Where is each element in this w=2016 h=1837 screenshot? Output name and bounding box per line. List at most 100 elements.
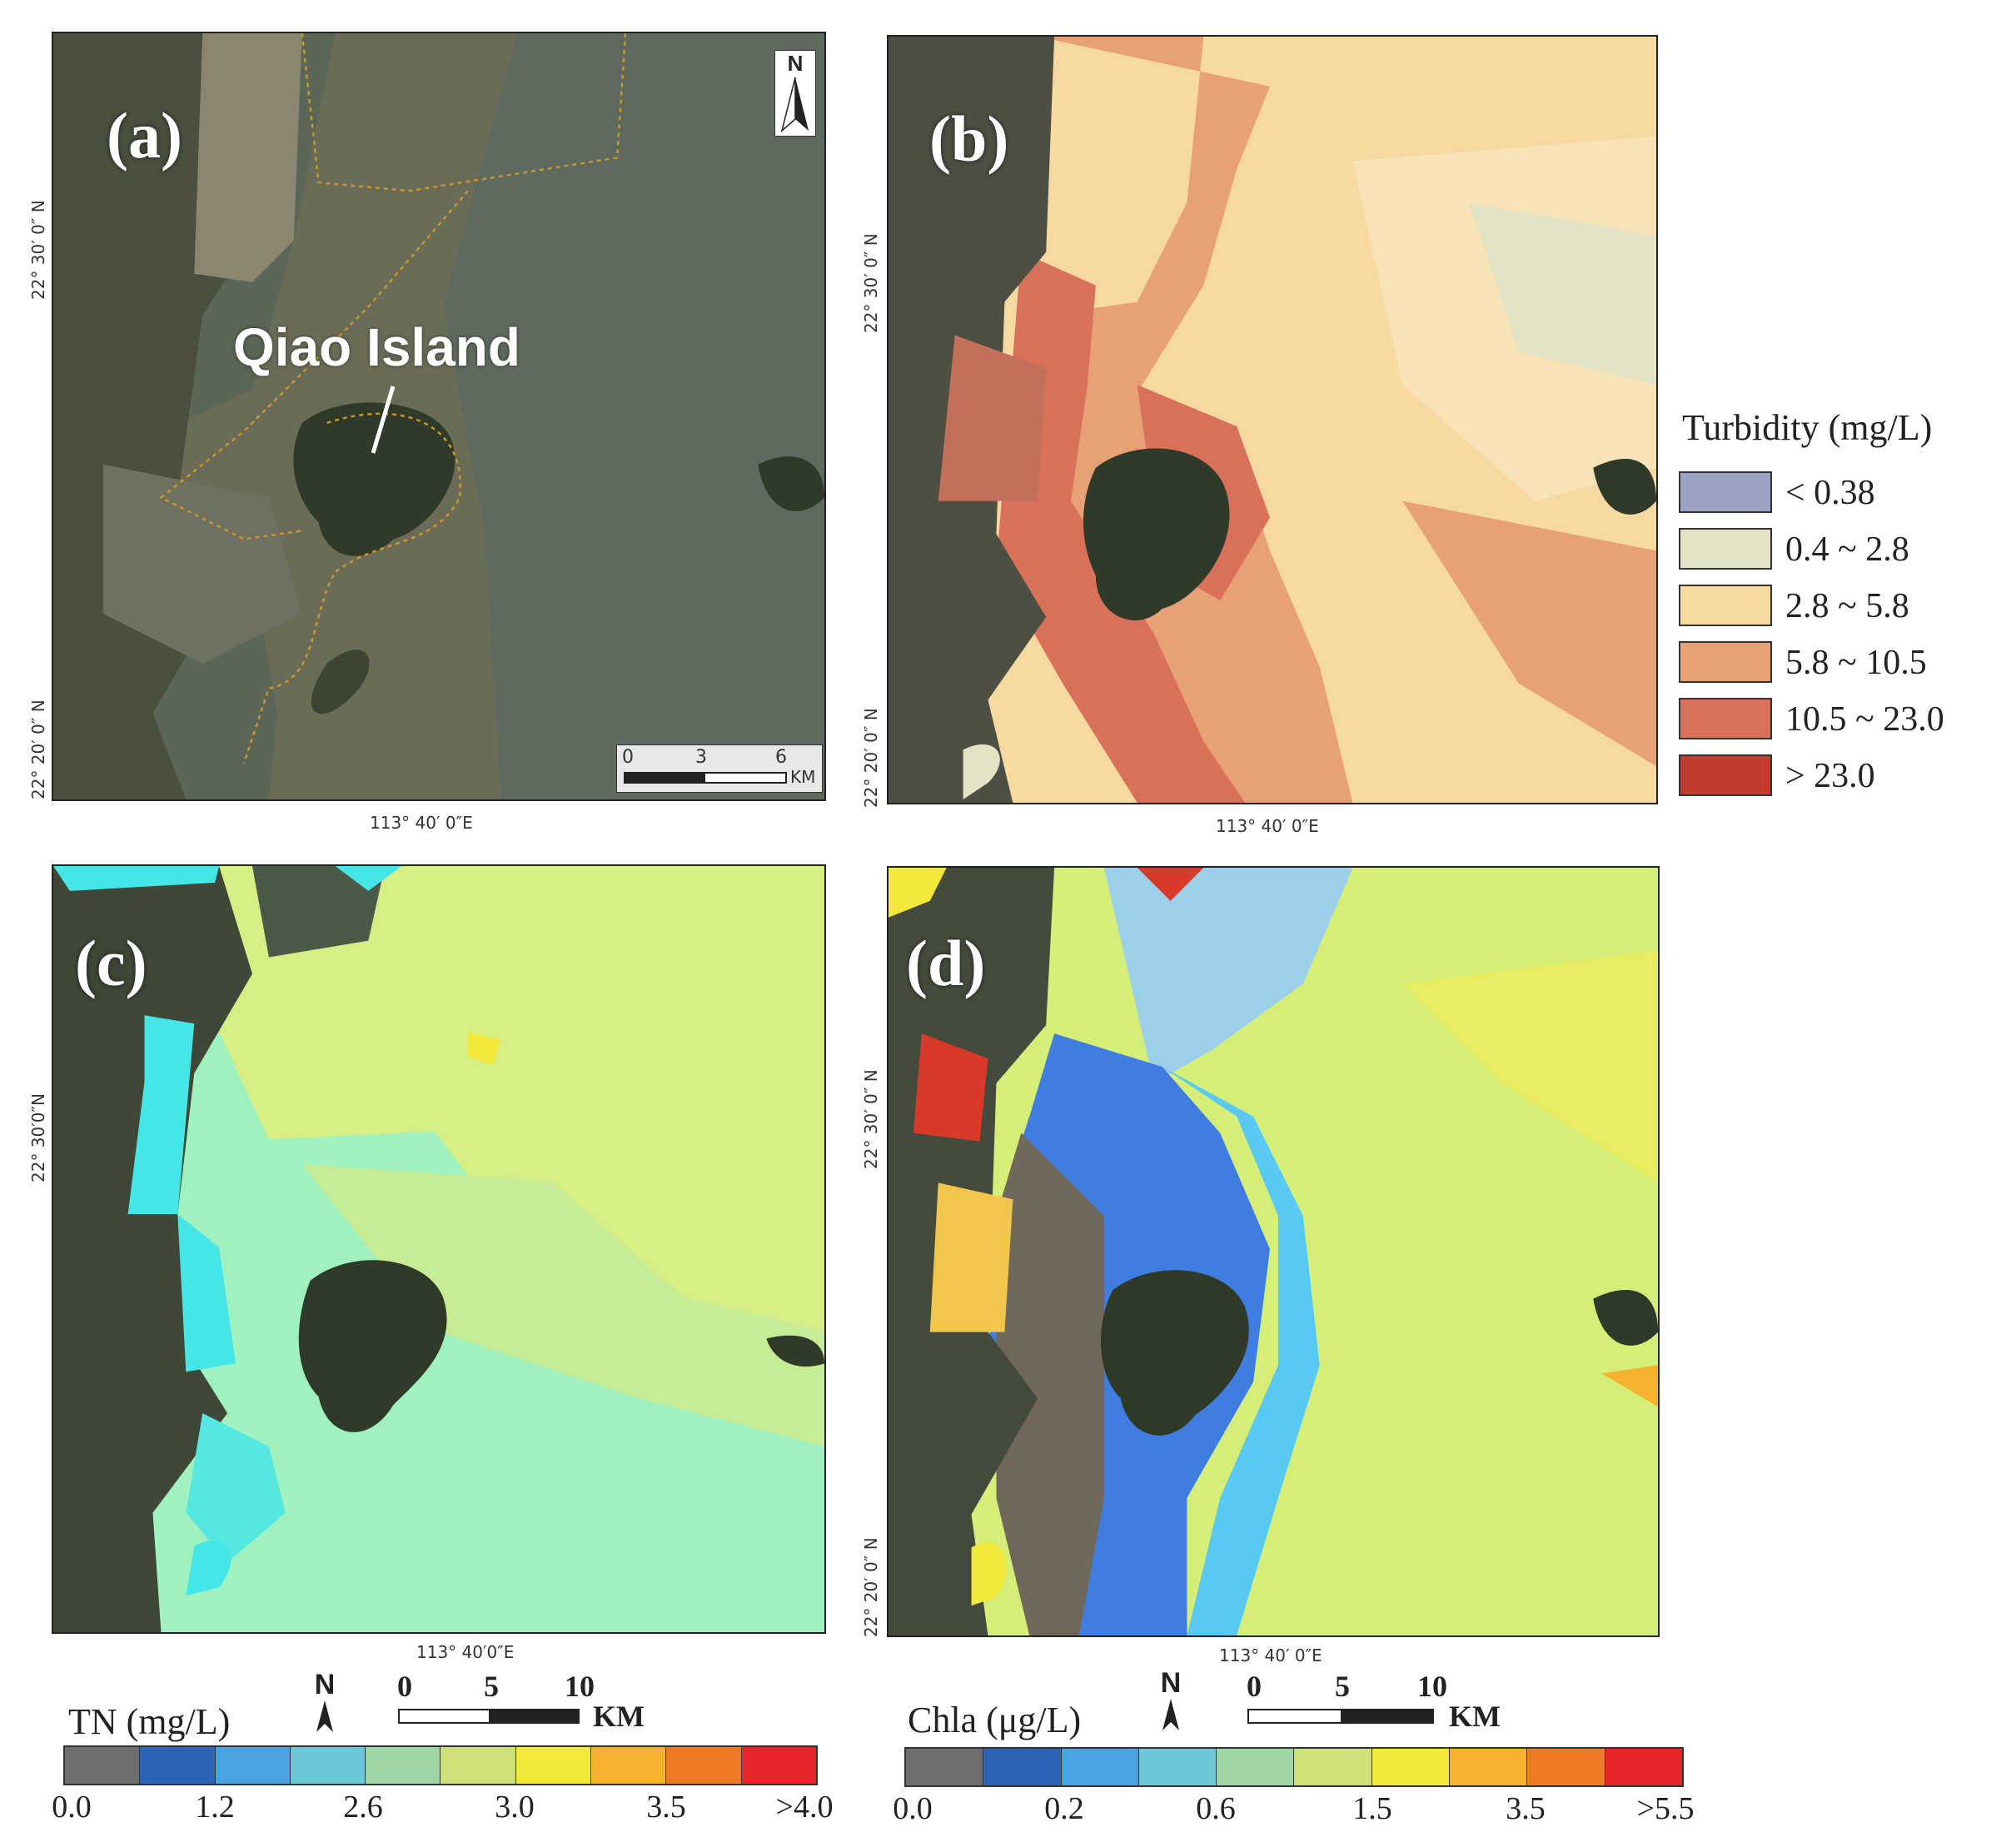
tn-tick: >4.0 — [775, 1790, 834, 1825]
turbidity-swatch — [1679, 585, 1772, 626]
tn-colorbar-segment — [215, 1747, 291, 1784]
turbidity-swatch — [1679, 471, 1772, 513]
tn-tick: 3.5 — [646, 1790, 686, 1825]
tn-tick: 0.0 — [52, 1790, 92, 1825]
panel-b-lat-top: 22° 30′ 0″ N — [861, 233, 881, 333]
tn-tick: 2.6 — [343, 1790, 383, 1825]
panel-b-lat-bottom: 22° 20′ 0″ N — [861, 708, 881, 808]
panel-d-lat-top: 22° 30′ 0″ N — [861, 1069, 881, 1169]
turbidity-swatch — [1679, 754, 1772, 796]
panel-a-scale-bar: 0 3 6 KM — [616, 744, 823, 793]
tn-colorbar-segment — [591, 1747, 667, 1784]
chla-tick: 0.0 — [893, 1791, 933, 1826]
qiao-island-shape — [293, 402, 455, 556]
panel-d-label: (d) — [906, 927, 986, 999]
tn-scale-tick-5: 5 — [484, 1670, 499, 1703]
scale-tick-6: 6 — [775, 747, 787, 768]
qiao-island-shape-d — [1100, 1270, 1249, 1436]
chla-scale-tick-10: 10 — [1417, 1670, 1447, 1703]
north-arrow-icon — [1162, 1699, 1179, 1730]
panel-c-lon: 113° 40′0″E — [416, 1642, 515, 1662]
turbidity-class-label: 0.4 ~ 2.8 — [1785, 530, 1909, 569]
tn-colorbar — [63, 1745, 818, 1785]
turbidity-class-label: > 23.0 — [1785, 757, 1875, 795]
panel-a-label: (a) — [107, 99, 182, 172]
qiao-island-shape-b — [1083, 448, 1230, 621]
panel-a-lat-top: 22° 30′ 0″ N — [28, 200, 48, 300]
tn-colorbar-segment — [366, 1747, 441, 1784]
chla-colorbar-segment — [1605, 1749, 1682, 1785]
scale-tick-3: 3 — [695, 747, 707, 768]
turbidity-class-label: 2.8 ~ 5.8 — [1785, 587, 1909, 625]
chla-tick: 3.5 — [1506, 1791, 1546, 1826]
panel-c-image — [53, 866, 824, 1632]
turbidity-class: 2.8 ~ 5.8 — [1679, 585, 2016, 630]
qiao-island-pointer — [371, 386, 396, 454]
tn-colorbar-segment — [441, 1747, 516, 1784]
tn-scale-tick-0: 0 — [397, 1670, 412, 1703]
qiao-island-shape-c — [298, 1260, 447, 1432]
north-arrow-icon — [780, 77, 809, 133]
turbidity-swatch — [1679, 641, 1772, 683]
panel-c-tn-map — [52, 864, 826, 1634]
chla-scale-bar — [1247, 1709, 1434, 1724]
chla-colorbar-segment — [1527, 1749, 1605, 1785]
chla-scale-unit: KM — [1449, 1700, 1501, 1733]
tn-legend-title: TN (mg/L) — [68, 1701, 231, 1742]
north-label: N — [1160, 1667, 1182, 1699]
panel-a-lon: 113° 40′ 0″E — [370, 813, 473, 833]
chla-colorbar-segment — [1294, 1749, 1372, 1785]
turbidity-legend-title: Turbidity (mg/L) — [1682, 407, 1933, 448]
chla-colorbar-segment — [1371, 1749, 1451, 1785]
north-label: N — [787, 51, 804, 76]
chla-legend-title: Chla (μg/L) — [908, 1700, 1082, 1740]
turbidity-class-label: < 0.38 — [1785, 474, 1875, 512]
panel-d-lat-bottom: 22° 20′ 0″ N — [861, 1537, 881, 1637]
scale-bar-graphic — [624, 772, 787, 784]
panel-b-label: (b) — [929, 102, 1009, 175]
panel-c-label: (c) — [75, 927, 147, 999]
turbidity-class: 0.4 ~ 2.8 — [1679, 528, 2016, 573]
turbidity-class-label: 10.5 ~ 23.0 — [1785, 700, 1944, 739]
turbidity-swatch — [1679, 698, 1772, 739]
tn-colorbar-segment — [140, 1747, 216, 1784]
panel-b-turbidity-map — [887, 35, 1658, 804]
tn-tick: 3.0 — [495, 1790, 535, 1825]
turbidity-swatch — [1679, 528, 1772, 570]
panel-a-lat-bottom: 22° 20′ 0″ N — [28, 699, 48, 799]
tn-tick: 1.2 — [195, 1790, 235, 1825]
panel-d-chla-map — [887, 866, 1660, 1637]
tn-colorbar-segment — [290, 1747, 366, 1784]
qiao-island-label: Qiao Island — [233, 317, 520, 377]
panel-b-lon: 113° 40′ 0″E — [1216, 816, 1319, 836]
chla-colorbar-segment — [1061, 1749, 1139, 1785]
chla-tick: 0.6 — [1196, 1791, 1236, 1826]
panel-c-lat: 22° 30′0″N — [28, 1093, 48, 1182]
chla-colorbar — [904, 1747, 1684, 1787]
north-label: N — [314, 1669, 336, 1700]
chla-colorbar-segment — [1217, 1749, 1295, 1785]
north-arrow-icon — [316, 1700, 333, 1732]
chla-colorbar-segment — [906, 1749, 984, 1785]
chla-tick: 0.2 — [1044, 1791, 1084, 1826]
panel-d-image — [889, 868, 1658, 1635]
chla-tick: 1.5 — [1352, 1791, 1392, 1826]
turbidity-class: < 0.38 — [1679, 471, 2016, 516]
turbidity-class: 10.5 ~ 23.0 — [1679, 698, 2016, 743]
scale-tick-0: 0 — [622, 747, 634, 768]
chla-scale-tick-0: 0 — [1247, 1670, 1262, 1703]
tn-north-arrow: N — [310, 1669, 340, 1735]
tn-scale-tick-10: 10 — [565, 1670, 595, 1703]
chla-scale-tick-5: 5 — [1335, 1670, 1350, 1703]
chla-colorbar-segment — [983, 1749, 1062, 1785]
tn-scale-unit: KM — [593, 1700, 645, 1733]
tn-colorbar-segment — [65, 1747, 141, 1784]
chla-north-arrow: N — [1156, 1667, 1186, 1734]
chla-colorbar-segment — [1450, 1749, 1528, 1785]
panel-a-true-color-map — [52, 32, 826, 801]
chla-tick: >5.5 — [1636, 1791, 1695, 1826]
tn-colorbar-segment — [666, 1747, 742, 1784]
tn-colorbar-segment — [515, 1747, 592, 1784]
turbidity-class-label: 5.8 ~ 10.5 — [1785, 644, 1927, 682]
turbidity-class: > 23.0 — [1679, 754, 2016, 799]
